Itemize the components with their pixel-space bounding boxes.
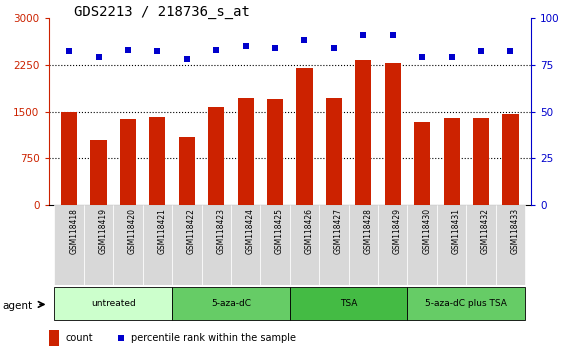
Bar [502,114,518,205]
Text: GDS2213 / 218736_s_at: GDS2213 / 218736_s_at [74,5,250,19]
Point [212,47,221,52]
Bar [496,205,525,285]
Bar [349,205,378,285]
Bar [149,116,166,205]
Bar [231,205,260,285]
Point [153,48,162,54]
Bar [267,99,283,205]
Point [506,48,515,54]
Text: GSM118433: GSM118433 [510,208,520,254]
Point [241,43,250,48]
Bar [202,205,231,285]
Bar [260,205,290,285]
Text: GSM118425: GSM118425 [275,208,284,254]
Bar [408,287,525,320]
Text: TSA: TSA [340,299,357,308]
Bar [437,205,467,285]
Text: GSM118418: GSM118418 [69,208,78,253]
Bar [172,287,289,320]
Point [65,48,74,54]
Bar [179,137,195,205]
Bar [473,118,489,205]
Text: GSM118432: GSM118432 [481,208,490,254]
Bar [61,112,77,205]
Bar [54,205,84,285]
Bar [326,98,342,205]
Bar [378,205,408,285]
Bar [385,63,401,205]
Text: percentile rank within the sample: percentile rank within the sample [131,333,296,343]
Text: GSM118421: GSM118421 [158,208,166,253]
Text: 5-aza-dC: 5-aza-dC [211,299,251,308]
Bar [289,205,319,285]
Text: GSM118419: GSM118419 [99,208,107,254]
Bar [319,205,349,285]
Point [359,32,368,38]
Bar [84,205,113,285]
Bar [143,205,172,285]
Text: GSM118420: GSM118420 [128,208,137,254]
Bar [54,287,172,320]
Bar [289,287,408,320]
Text: GSM118430: GSM118430 [422,208,431,254]
Text: GSM118422: GSM118422 [187,208,196,253]
Point [271,45,280,51]
Point [417,54,427,60]
Text: 5-aza-dC plus TSA: 5-aza-dC plus TSA [425,299,507,308]
Text: GSM118426: GSM118426 [304,208,313,254]
Text: GSM118431: GSM118431 [452,208,461,254]
Bar [49,330,59,346]
Text: GSM118429: GSM118429 [393,208,402,254]
Point [476,48,485,54]
Text: GSM118423: GSM118423 [216,208,225,254]
Point [447,54,456,60]
Bar [414,122,431,205]
Bar [120,119,136,205]
Point [300,38,309,43]
Text: count: count [66,333,93,343]
Point [329,45,339,51]
Point [94,54,103,60]
Text: agent: agent [3,301,33,311]
Text: GSM118428: GSM118428 [363,208,372,253]
Text: untreated: untreated [91,299,136,308]
Bar [444,118,460,205]
Bar [238,98,254,205]
Bar [467,205,496,285]
Bar [296,68,312,205]
Bar [408,205,437,285]
Point [388,32,397,38]
Bar [208,107,224,205]
Text: GSM118427: GSM118427 [334,208,343,254]
Bar [355,60,371,205]
Bar [172,205,202,285]
Point [123,47,132,52]
Point [116,335,126,341]
Bar [90,139,107,205]
Point [182,56,191,62]
Text: GSM118424: GSM118424 [246,208,255,254]
Bar [113,205,143,285]
